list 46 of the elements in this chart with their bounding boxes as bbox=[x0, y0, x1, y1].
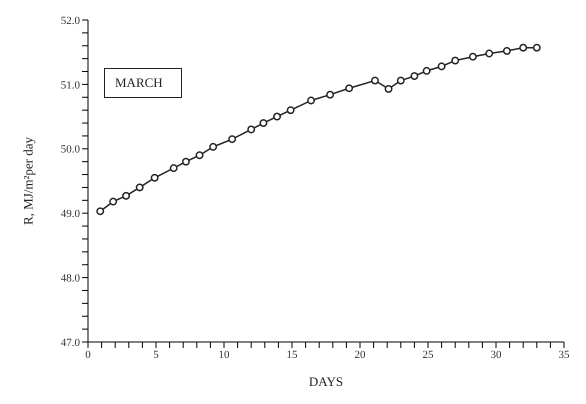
point bbox=[307, 96, 315, 104]
point bbox=[371, 76, 379, 84]
point bbox=[182, 158, 190, 166]
point bbox=[170, 164, 178, 172]
point bbox=[259, 119, 268, 127]
point bbox=[109, 198, 118, 206]
point bbox=[286, 106, 295, 114]
point bbox=[273, 112, 281, 121]
y-tick-label: 50.0 bbox=[60, 144, 80, 156]
point bbox=[228, 135, 236, 144]
point bbox=[410, 72, 418, 80]
point bbox=[247, 126, 256, 134]
point bbox=[396, 76, 405, 84]
point bbox=[532, 44, 541, 52]
x-tick-label: 35 bbox=[558, 348, 570, 361]
point bbox=[96, 207, 104, 216]
point bbox=[451, 56, 460, 65]
x-tick-label: 10 bbox=[218, 348, 230, 361]
point bbox=[384, 84, 393, 93]
y-tick-label: 47.0 bbox=[60, 336, 80, 349]
y-tick-label: 48.0 bbox=[60, 272, 80, 285]
point bbox=[209, 142, 218, 151]
x-tick-label: 0 bbox=[85, 348, 92, 361]
point bbox=[122, 192, 130, 200]
y-tick-label: 52.0 bbox=[60, 14, 80, 27]
x-tick-label: 20 bbox=[354, 348, 366, 361]
x-tick-label: 15 bbox=[286, 348, 298, 361]
x-tick-label: 30 bbox=[490, 348, 502, 361]
point bbox=[196, 151, 204, 160]
point bbox=[438, 62, 446, 70]
point bbox=[485, 50, 494, 58]
point bbox=[136, 183, 144, 192]
x-axis-title: DAYS bbox=[308, 374, 344, 389]
annotation: MARCH bbox=[104, 68, 182, 98]
point bbox=[150, 174, 159, 182]
point bbox=[422, 66, 431, 75]
point bbox=[519, 44, 528, 52]
point bbox=[345, 84, 354, 92]
point bbox=[502, 46, 511, 55]
x-tick-label: 5 bbox=[153, 348, 160, 361]
x-tick-label: 25 bbox=[422, 348, 434, 361]
point bbox=[326, 90, 334, 99]
point bbox=[468, 52, 477, 61]
y-tick-label: 51.0 bbox=[60, 79, 80, 92]
y-axis-title: R, MJ/m²per day bbox=[20, 136, 36, 226]
y-tick-label: 49.0 bbox=[60, 208, 80, 220]
